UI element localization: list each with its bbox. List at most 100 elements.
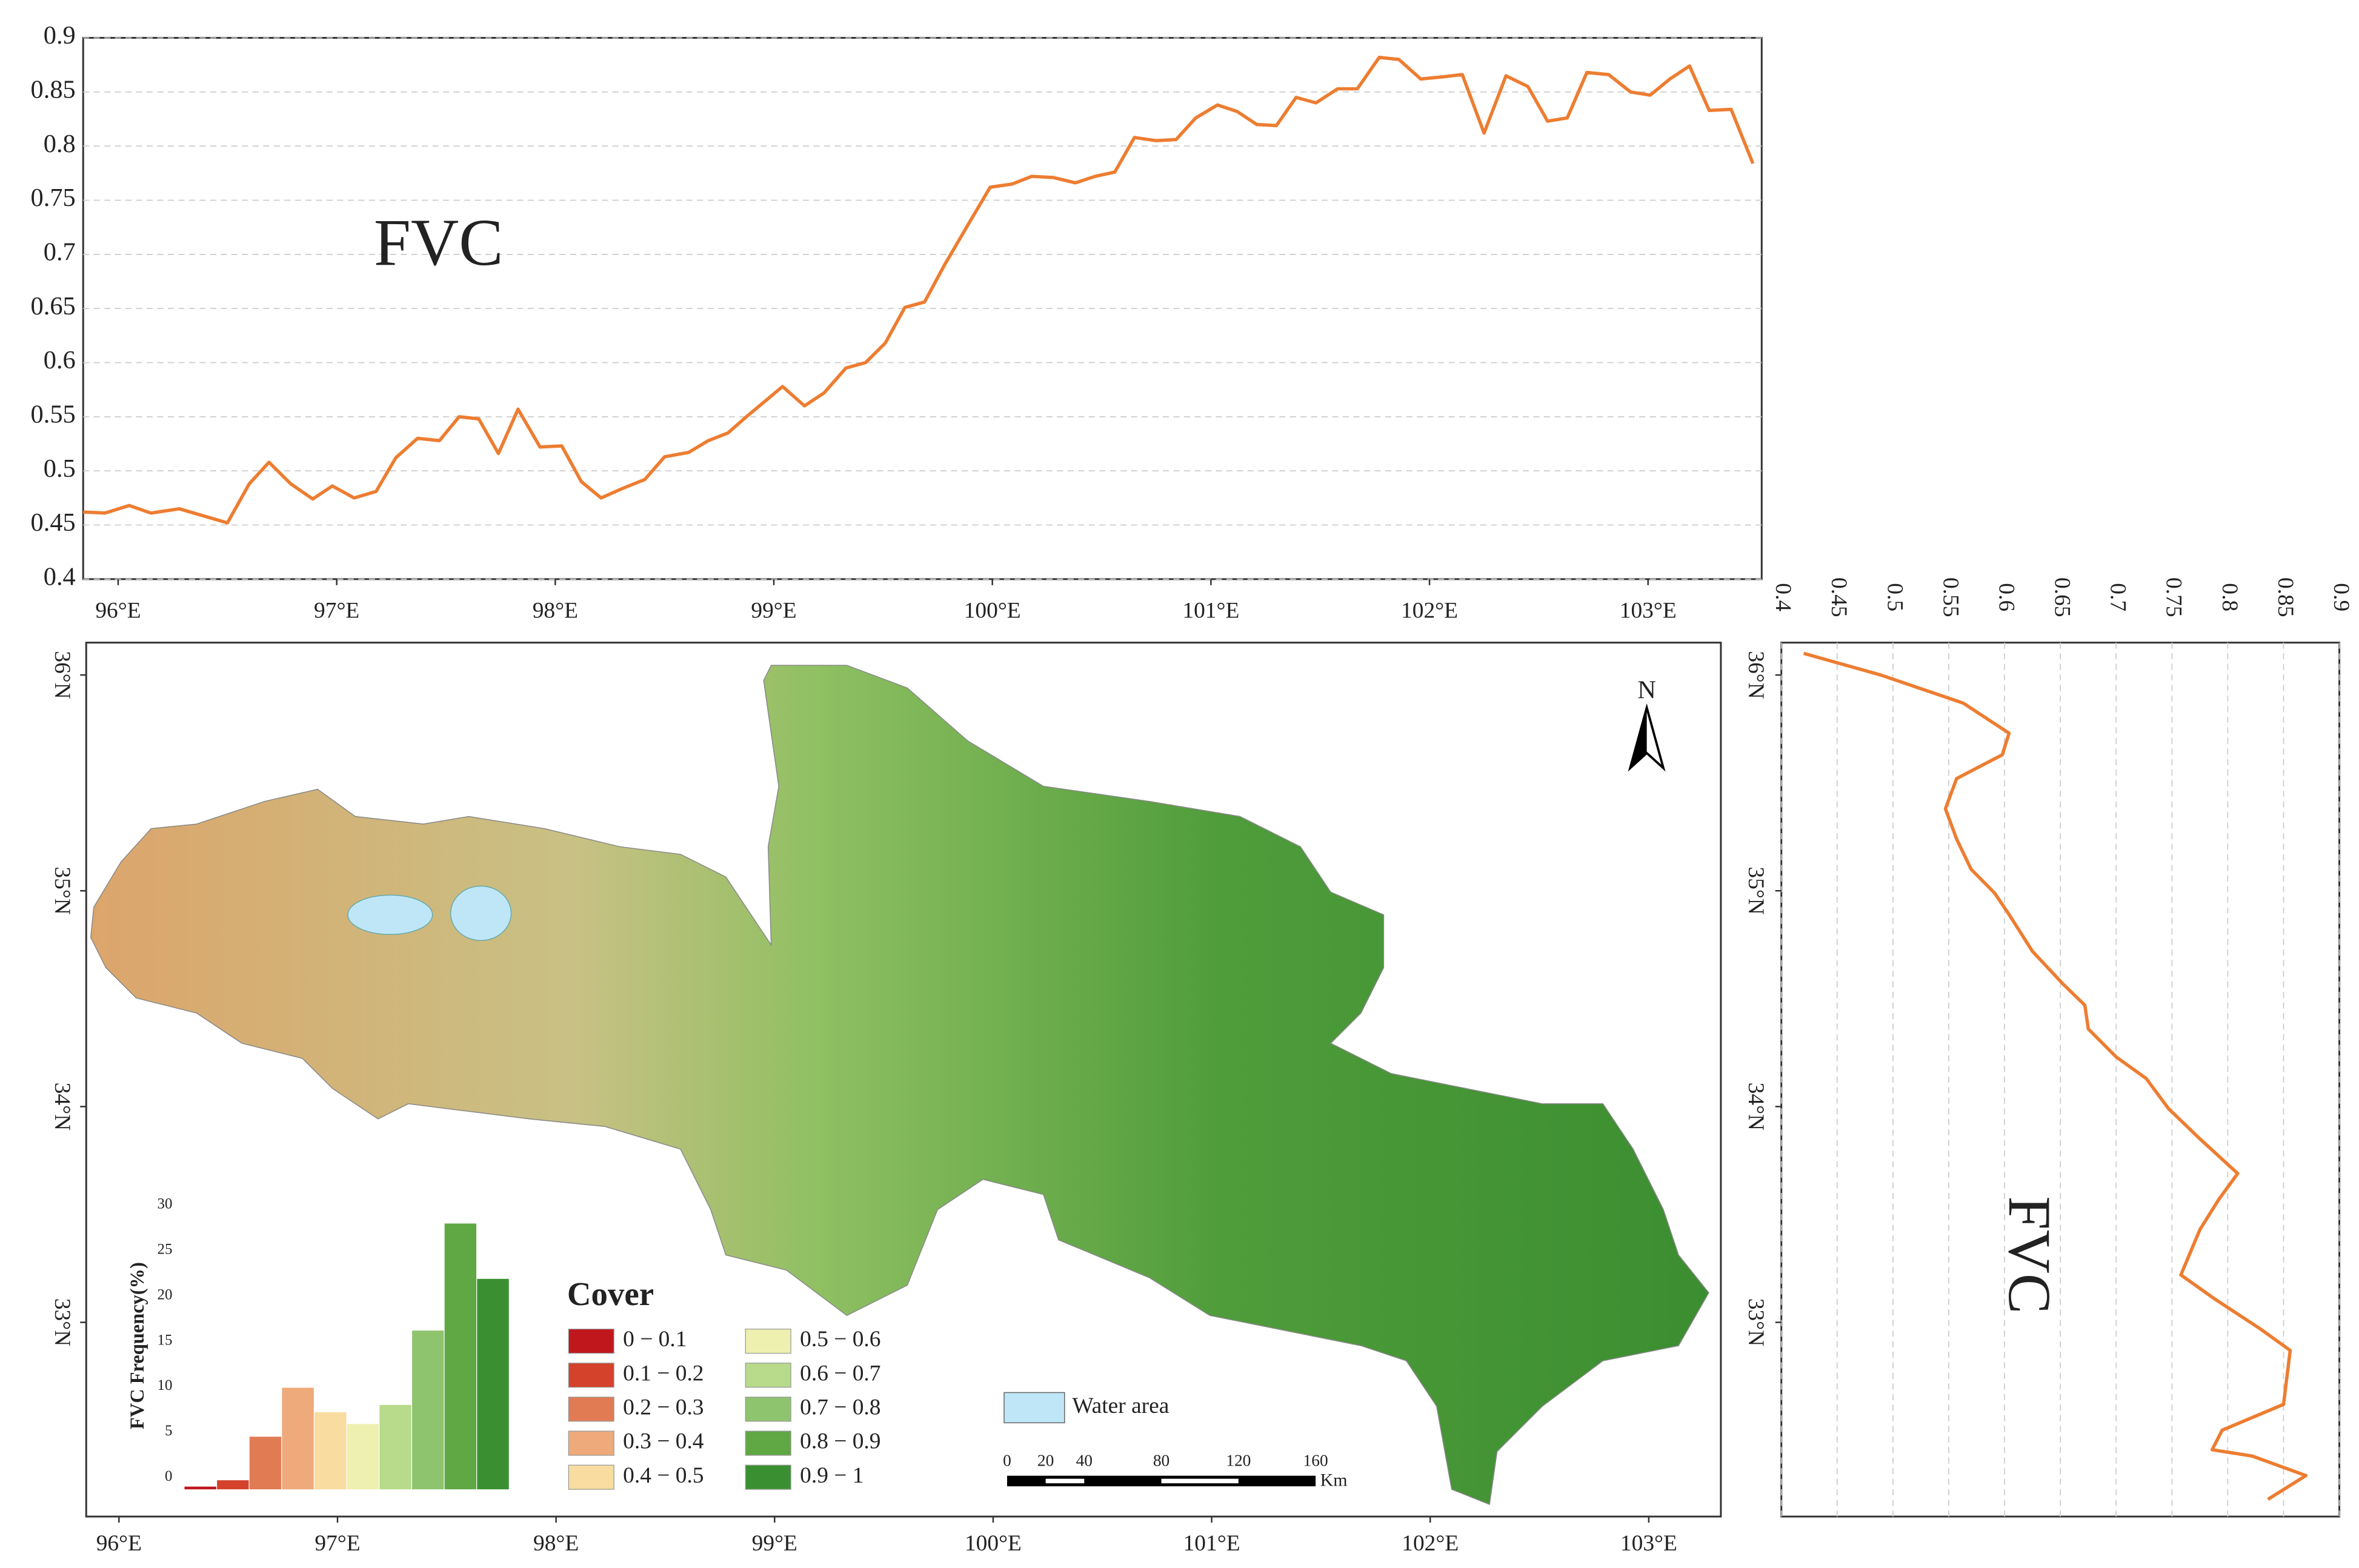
legend-title: Cover <box>567 1275 654 1312</box>
legend-label: 0.1 − 0.2 <box>623 1361 704 1386</box>
lake <box>450 885 512 942</box>
lake <box>347 894 433 935</box>
y-tick-label: 0.6 <box>1994 583 2018 611</box>
y-tick-label: 5 <box>165 1423 172 1439</box>
hist-bar <box>314 1412 347 1490</box>
y-tick-label: 0.7 <box>2106 583 2131 611</box>
x-tick-label: 97°E <box>314 1531 360 1556</box>
hist-bar <box>184 1486 216 1490</box>
scale-bar-label: 20 <box>1037 1452 1054 1470</box>
hist-bar <box>217 1480 249 1490</box>
x-tick-label: 35°N <box>1743 867 1768 915</box>
x-tick-label: 103°E <box>1620 1531 1677 1556</box>
x-tick-label: 98°E <box>533 598 578 623</box>
hist-bar <box>249 1437 282 1490</box>
scale-bar-label: 40 <box>1076 1452 1093 1470</box>
y-tick-label: 0.8 <box>44 130 76 158</box>
x-tick-label: 99°E <box>752 1531 797 1556</box>
y-tick-label: 0.6 <box>44 346 76 374</box>
map-frame <box>85 642 1722 1518</box>
y-tick-label: 0.85 <box>31 76 76 104</box>
y-tick-label: 0.4 <box>1771 583 1795 611</box>
legend-label: 0.3 − 0.4 <box>623 1429 704 1454</box>
y-tick-label: 10 <box>158 1377 173 1394</box>
y-tick-label: 0.75 <box>2161 577 2186 617</box>
y-tick-label: 0.65 <box>2050 577 2075 617</box>
legend-swatch <box>745 1464 791 1490</box>
y-tick-label: 35°N <box>50 867 75 915</box>
x-tick-label: 96°E <box>95 598 141 623</box>
hist-bar <box>412 1330 444 1490</box>
y-tick-label: 15 <box>158 1332 173 1348</box>
legend-swatch <box>745 1430 791 1456</box>
y-tick-label: 20 <box>158 1286 173 1303</box>
annotation: FVC <box>374 205 504 279</box>
legend-label: 0.4 − 0.5 <box>623 1463 704 1488</box>
hist-bar <box>379 1404 411 1490</box>
y-tick-label: 25 <box>158 1241 173 1258</box>
legend-label: 0.6 − 0.7 <box>800 1361 880 1386</box>
hist-bar <box>477 1278 509 1490</box>
y-tick-label: 36°N <box>50 651 75 699</box>
x-tick-label: 99°E <box>751 598 796 623</box>
legend-swatch <box>745 1329 791 1354</box>
hist-ylabel: FVC Frequency(%) <box>127 1262 148 1429</box>
x-tick-label: 34°N <box>1743 1083 1768 1131</box>
legend-swatch <box>568 1397 614 1422</box>
hist-bar <box>444 1223 477 1490</box>
fvc-line <box>83 55 1755 525</box>
x-tick-label: 97°E <box>314 598 359 623</box>
basin <box>90 665 1709 1506</box>
scale-bar-segment <box>1161 1478 1239 1484</box>
legend-swatch <box>568 1329 614 1354</box>
annotation: FVC <box>1996 1196 2063 1314</box>
y-tick-label: 34°N <box>50 1083 75 1131</box>
y-tick-label: 0.85 <box>2273 577 2298 617</box>
water-label: Water area <box>1072 1394 1169 1418</box>
x-tick-label: 102°E <box>1401 598 1458 623</box>
x-tick-label: 98°E <box>533 1531 579 1556</box>
legend-label: 0.7 − 0.8 <box>800 1395 880 1420</box>
hist-bar <box>347 1424 379 1490</box>
legend-swatch <box>745 1363 791 1388</box>
legend-label: 0.9 − 1 <box>800 1463 863 1488</box>
north-arrow-fill <box>1630 707 1647 768</box>
scale-bar-label: 120 <box>1226 1452 1251 1470</box>
hist-bar <box>282 1387 314 1490</box>
y-tick-label: 0.45 <box>1826 577 1851 617</box>
y-tick-label: 0.9 <box>44 21 76 50</box>
x-tick-label: 101°E <box>1182 598 1239 623</box>
scale-bar-segment <box>1045 1478 1085 1484</box>
scale-bar-label: 160 <box>1303 1452 1328 1470</box>
x-tick-label: 102°E <box>1402 1531 1459 1556</box>
legend-label: 0.5 − 0.6 <box>800 1327 880 1352</box>
legend-swatch <box>568 1363 614 1388</box>
north-label: N <box>1637 676 1656 705</box>
y-tick-label: 0.55 <box>1938 577 1963 617</box>
y-tick-label: 0.75 <box>31 184 76 212</box>
y-tick-label: 0.45 <box>31 508 76 537</box>
x-tick-label: 96°E <box>96 1531 142 1556</box>
y-tick-label: 0 <box>165 1468 172 1484</box>
scale-bar-label: 0 <box>1003 1452 1011 1470</box>
y-tick-label: 33°N <box>50 1298 75 1346</box>
y-tick-label: 0.7 <box>44 238 76 267</box>
y-tick-label: 30 <box>158 1196 173 1212</box>
y-tick-label: 0.5 <box>44 454 76 483</box>
scale-bar-label: 80 <box>1153 1452 1170 1470</box>
legend-label: 0.8 − 0.9 <box>800 1429 880 1454</box>
x-tick-label: 33°N <box>1743 1298 1768 1346</box>
scale-bar-unit: Km <box>1320 1470 1348 1490</box>
x-tick-label: 101°E <box>1183 1531 1240 1556</box>
fvc-line <box>1803 651 2308 1501</box>
legend-swatch <box>568 1430 614 1456</box>
y-tick-label: 0.55 <box>31 400 76 429</box>
legend-swatch <box>568 1464 614 1490</box>
legend-label: 0.2 − 0.3 <box>623 1395 704 1420</box>
y-tick-label: 0.5 <box>1882 583 1907 611</box>
y-tick-label: 0.65 <box>31 292 76 321</box>
x-tick-label: 100°E <box>964 598 1021 623</box>
legend-swatch <box>745 1397 791 1422</box>
